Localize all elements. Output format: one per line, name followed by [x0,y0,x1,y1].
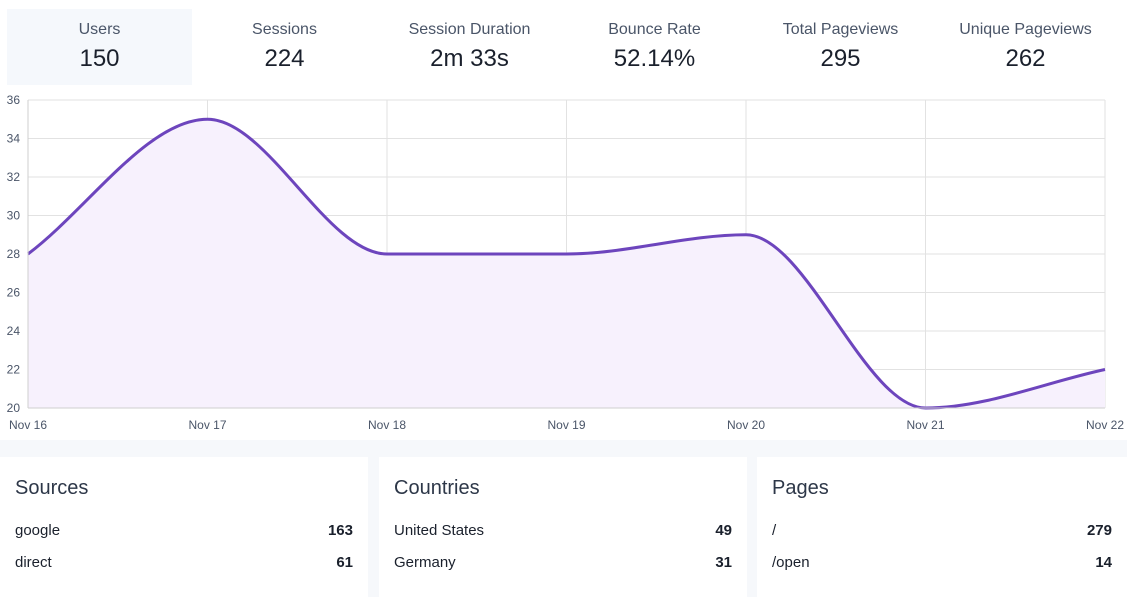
metric-users[interactable]: Users 150 [7,9,192,85]
x-tick-label: Nov 16 [9,418,47,432]
list-item-label[interactable]: / [772,522,777,539]
y-tick-label: 24 [7,324,21,338]
series-area [28,119,1105,408]
countries-panel: Countries United States 49 Germany 31 [379,457,747,597]
x-tick-label: Nov 22 [1086,418,1124,432]
list-item-label[interactable]: direct [15,554,52,571]
metric-bounce-rate[interactable]: Bounce Rate 52.14% [562,9,747,85]
metric-label: Total Pageviews [782,21,899,38]
sources-panel: Sources google 163 direct 61 [0,457,368,597]
users-chart[interactable]: 20 22 24 26 28 30 32 34 36 Nov 16 Nov 17 Nov 18 Nov … [0,92,1127,440]
y-tick-label: 28 [7,247,21,261]
metric-value: 295 [820,45,861,72]
list-item-value: 163 [327,522,353,539]
list-item-label[interactable]: google [15,522,61,539]
metric-sessions[interactable]: Sessions 224 [192,9,377,85]
y-tick-label: 34 [7,132,21,146]
list-item-label[interactable]: /open [772,554,810,571]
list-item-label[interactable]: Germany [394,554,456,571]
list-item-value: 61 [336,554,353,571]
users-chart-svg: 20 22 24 26 28 30 32 34 36 Nov 16 Nov 17 Nov 18 Nov … [7,93,1125,432]
list-item-value: 279 [1086,522,1112,539]
y-tick-label: 36 [7,93,21,107]
metrics-bar: Users 150 Sessions 224 Session Duration … [0,0,1127,92]
metric-total-pageviews[interactable]: Total Pageviews 295 [748,9,933,85]
metric-value: 224 [264,45,305,72]
pages-panel: Pages / 279 /open 14 [757,457,1127,597]
y-tick-label: 30 [7,209,21,223]
list-item[interactable]: / 279 [772,522,1112,544]
y-tick-label: 32 [7,170,21,184]
x-tick-label: Nov 17 [188,418,226,432]
list-item-label[interactable]: United States [394,522,485,539]
metric-value: 52.14% [613,45,696,72]
series-line [27,117,1106,410]
list-item[interactable]: /open 14 [772,554,1112,576]
list-item[interactable]: google 163 [15,522,353,544]
metric-label: Session Duration [408,21,531,38]
y-tick-label: 26 [7,286,21,300]
metric-value: 262 [1005,45,1046,72]
list-item-value: 49 [715,522,732,539]
metric-session-duration[interactable]: Session Duration 2m 33s [377,9,562,85]
x-tick-label: Nov 19 [547,418,585,432]
list-item[interactable]: United States 49 [394,522,732,544]
metric-unique-pageviews[interactable]: Unique Pageviews 262 [933,9,1118,85]
panel-title: Sources [15,477,89,499]
metric-value: 2m 33s [430,45,509,72]
panel-title: Pages [772,477,829,499]
list-item-value: 14 [1095,554,1112,571]
x-tick-label: Nov 18 [368,418,406,432]
list-item[interactable]: direct 61 [15,554,353,576]
metric-label: Users [78,21,121,38]
metric-label: Bounce Rate [608,21,701,38]
list-item[interactable]: Germany 31 [394,554,732,576]
metric-value: 150 [79,45,120,72]
overview-card: Users 150 Sessions 224 Session Duration … [0,0,1127,440]
x-tick-label: Nov 20 [727,418,765,432]
y-tick-label: 22 [7,363,21,377]
panel-title: Countries [394,477,480,499]
y-tick-label: 20 [7,401,21,415]
metric-label: Unique Pageviews [959,21,1092,38]
metric-label: Sessions [252,21,317,38]
x-tick-label: Nov 21 [906,418,944,432]
list-item-value: 31 [715,554,732,571]
